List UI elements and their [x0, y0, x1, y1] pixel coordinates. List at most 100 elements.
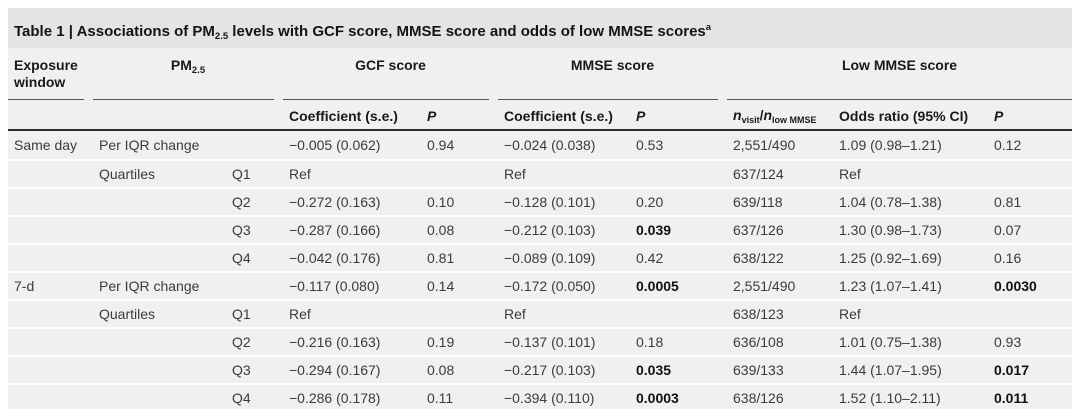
table-container: Table 1 | Associations of PM2.5 levels w…	[8, 8, 1073, 409]
cell-quartile: Q1	[226, 159, 283, 187]
cell-mmse-p: 0.18	[630, 327, 727, 355]
col-header-low-mmse-p: P	[988, 100, 1073, 131]
cell-low-mmse-p	[988, 299, 1073, 327]
n-slash: /	[759, 106, 764, 123]
cell-n-ratio: 637/124	[727, 159, 833, 187]
cell-mmse-p: 0.20	[630, 187, 727, 215]
cell-pm-metric: Per IQR change	[99, 137, 200, 153]
cell-gcf-coefficient: −0.216 (0.163)	[283, 327, 421, 355]
cell-low-mmse-p: 0.16	[988, 243, 1073, 271]
cell-mmse-p	[630, 159, 727, 187]
cell-exposure-window	[8, 159, 93, 187]
pm25-label: PM	[170, 57, 192, 73]
cell-mmse-p: 0.0005	[630, 271, 727, 299]
cell-quartile: Q2	[226, 327, 283, 355]
cell-gcf-coefficient: Ref	[283, 159, 421, 187]
col-header-gcf-p: P	[421, 100, 498, 131]
cell-n-ratio: 636/108	[727, 327, 833, 355]
pm-subscript: 2.5	[214, 31, 229, 42]
cell-pm-metric: Quartiles	[93, 299, 226, 327]
cell-exposure-window: Same day	[14, 137, 78, 153]
cell-quartile: Q2	[226, 187, 283, 215]
cell-gcf-coefficient: −0.117 (0.080)	[283, 271, 421, 299]
cell-exposure-window	[8, 243, 93, 271]
cell-quartile: Q3	[226, 215, 283, 243]
cell-pm-metric: Per IQR change	[93, 271, 226, 299]
table-row: Q3 −0.294 (0.167) 0.08 −0.217 (0.103) 0.…	[8, 355, 1073, 383]
col-header-exposure-window: Exposure window	[8, 48, 93, 100]
cell-low-mmse-p: 0.81	[988, 187, 1073, 215]
table-row: Q4 −0.286 (0.178) 0.11 −0.394 (0.110) 0.…	[8, 383, 1073, 409]
col-header-odds-ratio: Odds ratio (95% CI)	[833, 100, 988, 131]
group-header-row: Exposure window PM2.5 GCF score MMSE sco…	[8, 48, 1073, 100]
cell-pm-metric: Quartiles	[93, 159, 226, 187]
cell-gcf-p: 0.14	[421, 271, 498, 299]
cell-mmse-p: 0.039	[630, 215, 727, 243]
cell-quartile: Q1	[226, 299, 283, 327]
cell-pm-metric	[93, 383, 226, 409]
col-group-gcf-score: GCF score	[283, 48, 498, 100]
cell-low-mmse-p: 0.011	[988, 383, 1073, 409]
cell-odds-ratio: 1.04 (0.78–1.38)	[833, 187, 988, 215]
cell-n-ratio: 2,551/490	[727, 271, 833, 299]
cell-gcf-coefficient: −0.272 (0.163)	[283, 187, 421, 215]
cell-odds-ratio: 1.30 (0.98–1.73)	[833, 215, 988, 243]
cell-pm-metric	[93, 327, 226, 355]
cell-n-ratio: 639/133	[727, 355, 833, 383]
cell-mmse-coefficient: −0.172 (0.050)	[498, 271, 630, 299]
cell-gcf-coefficient: −0.294 (0.167)	[283, 355, 421, 383]
cell-gcf-p: 0.81	[421, 243, 498, 271]
cell-n-ratio: 2,551/490	[733, 137, 796, 153]
cell-exposure-window	[8, 383, 93, 409]
cell-gcf-p: 0.11	[421, 383, 498, 409]
cell-exposure-window	[8, 355, 93, 383]
cell-gcf-p: 0.10	[421, 187, 498, 215]
cell-odds-ratio: 1.23 (1.07–1.41)	[833, 271, 988, 299]
cell-mmse-coefficient: −0.137 (0.101)	[498, 327, 630, 355]
cell-n-ratio: 638/123	[727, 299, 833, 327]
cell-gcf-coefficient: Ref	[283, 299, 421, 327]
cell-gcf-p	[421, 159, 498, 187]
n-visit-subscript: visit	[741, 114, 760, 125]
cell-low-mmse-p: 0.12	[994, 137, 1022, 153]
cell-odds-ratio: 1.44 (1.07–1.95)	[833, 355, 988, 383]
cell-mmse-coefficient: Ref	[498, 159, 630, 187]
cell-exposure-window	[8, 299, 93, 327]
subheader-spacer	[8, 100, 283, 131]
cell-exposure-window	[8, 215, 93, 243]
table-title-text: Associations of PM	[72, 23, 215, 40]
cell-mmse-coefficient: Ref	[498, 299, 630, 327]
table-row: Same day Per IQR change −0.005 (0.062) 0…	[8, 131, 1072, 159]
col-group-pm25: PM2.5	[93, 48, 283, 100]
cell-n-ratio: 637/126	[727, 215, 833, 243]
cell-quartile: Q4	[226, 383, 283, 409]
cell-gcf-coefficient: −0.287 (0.166)	[283, 215, 421, 243]
cell-quartile: Q4	[226, 243, 283, 271]
cell-mmse-coefficient: −0.128 (0.101)	[498, 187, 630, 215]
table-row: Quartiles Q1 Ref Ref 638/123 Ref	[8, 299, 1073, 327]
cell-quartile	[226, 131, 283, 159]
cell-gcf-p: 0.94	[427, 137, 455, 153]
table-row: 7-d Per IQR change −0.117 (0.080) 0.14 −…	[8, 271, 1073, 299]
cell-mmse-coefficient: −0.394 (0.110)	[498, 383, 630, 409]
cell-pm-metric	[93, 355, 226, 383]
cell-mmse-p: 0.42	[630, 243, 727, 271]
cell-gcf-coefficient: −0.005 (0.062)	[289, 137, 381, 153]
cell-odds-ratio: 1.25 (0.92–1.69)	[833, 243, 988, 271]
cell-gcf-p	[421, 299, 498, 327]
table-row: Quartiles Q1 Ref Ref 637/124 Ref	[8, 159, 1073, 187]
table-title-text-2: levels with GCF score, MMSE score and od…	[228, 23, 706, 40]
cell-odds-ratio: 1.52 (1.10–2.11)	[833, 383, 988, 409]
cell-mmse-p: 0.53	[636, 137, 664, 153]
cell-mmse-p	[630, 299, 727, 327]
cell-mmse-coefficient: −0.212 (0.103)	[498, 215, 630, 243]
cell-gcf-p: 0.08	[421, 215, 498, 243]
cell-low-mmse-p: 0.0030	[988, 271, 1073, 299]
cell-exposure-window	[8, 327, 93, 355]
cell-low-mmse-p	[988, 159, 1073, 187]
col-header-n-ratio: nvisit/nlow MMSE	[727, 100, 833, 131]
col-group-mmse-score: MMSE score	[498, 48, 727, 100]
table-row: Q4 −0.042 (0.176) 0.81 −0.089 (0.109) 0.…	[8, 243, 1073, 271]
col-header-gcf-coefficient: Coefficient (s.e.)	[283, 100, 421, 131]
results-table: Exposure window PM2.5 GCF score MMSE sco…	[8, 48, 1073, 409]
